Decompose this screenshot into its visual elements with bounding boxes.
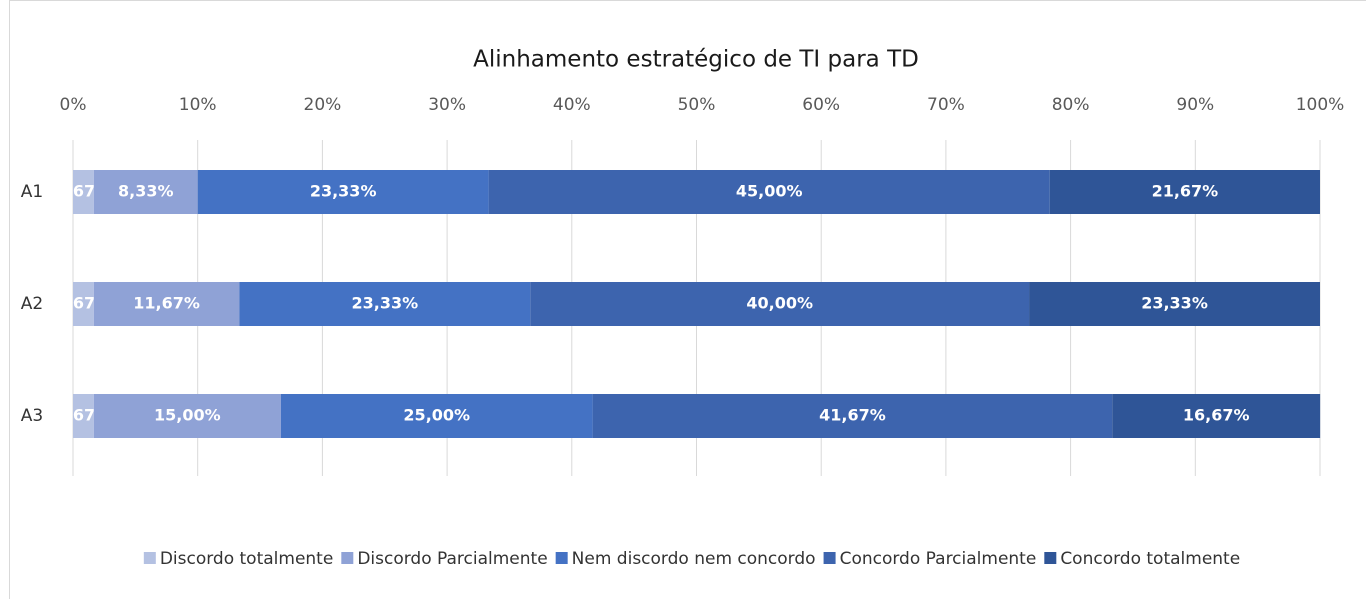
bar-segment [73,394,94,438]
x-tick-label: 100% [1296,95,1345,115]
bar-segment [488,170,1050,214]
bar-segment [93,282,240,326]
bar-segment [530,282,1030,326]
legend-label: Nem discordo nem concordo [572,549,816,569]
data-label: 23,33% [351,294,418,313]
bar-segment [197,170,489,214]
data-label: 11,67% [133,294,200,313]
bar-segment [592,394,1113,438]
legend-label: Concordo totalmente [1060,549,1240,569]
x-tick-label: 10% [179,95,217,115]
data-label: 15,00% [154,406,221,425]
y-tick-label: A3 [21,406,43,426]
data-label: 25,00% [403,406,470,425]
data-label: 23,33% [1141,294,1208,313]
y-tick-label: A2 [21,294,43,314]
bar-segment [73,282,94,326]
data-label: 23,33% [310,182,377,201]
x-tick-label: 60% [802,95,840,115]
data-label: 8,33% [118,182,174,201]
bar-segment [93,394,281,438]
x-tick-label: 0% [60,95,87,115]
legend-swatch [143,552,156,564]
legend-swatch [1044,552,1057,564]
data-label: 41,67% [819,406,886,425]
legend-label: Concordo Parcialmente [840,549,1037,569]
chart-title: Alinhamento estratégico de TI para TD [473,47,919,73]
legend-swatch [555,552,568,564]
data-label: 16,67% [1183,406,1250,425]
legend-label: Discordo totalmente [160,549,334,569]
x-tick-label: 90% [1176,95,1214,115]
legend-swatch [823,552,836,564]
bar-segment [1112,394,1321,438]
bar-segment [1049,170,1320,214]
bar-segment [280,394,593,438]
bar-segment [1029,282,1320,326]
bar-segment [93,170,198,214]
data-label: 21,67% [1152,182,1219,201]
legend-swatch [341,552,354,564]
bar-segment [73,170,94,214]
x-tick-label: 50% [678,95,716,115]
legend-label: Discordo Parcialmente [357,549,547,569]
x-tick-label: 80% [1052,95,1090,115]
bar-segment [239,282,531,326]
y-tick-label: A1 [21,182,43,202]
x-tick-label: 30% [428,95,466,115]
x-tick-label: 40% [553,95,591,115]
x-tick-label: 20% [304,95,342,115]
x-tick-label: 70% [927,95,965,115]
data-label: 45,00% [736,182,803,201]
data-label: 40,00% [746,294,813,313]
